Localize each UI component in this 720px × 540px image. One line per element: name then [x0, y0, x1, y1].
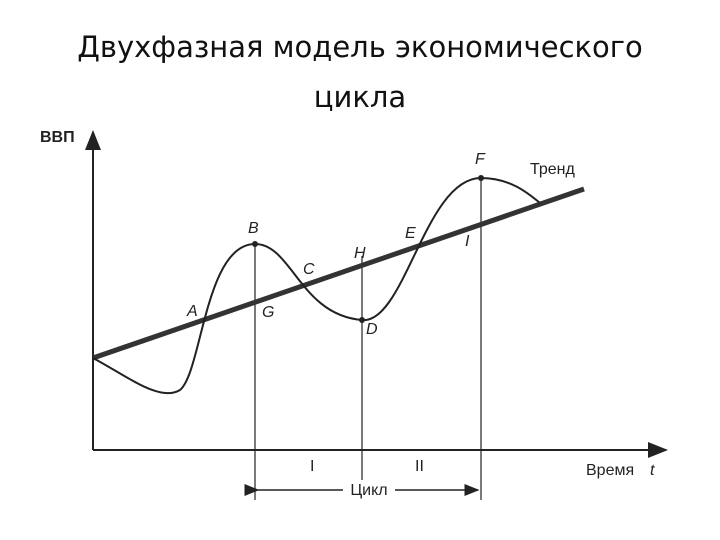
x-axis-label: Время [586, 462, 634, 479]
point-label: B [248, 220, 259, 237]
trend-label: Тренд [530, 161, 576, 178]
phase-label: I [310, 458, 314, 475]
x-axis-symbol: t [650, 462, 655, 479]
title: Двухфазная модель экономического цикла [77, 30, 643, 114]
point-label: H [354, 245, 366, 262]
point [359, 317, 365, 323]
point [478, 175, 484, 181]
trend-line [92, 186, 585, 361]
point-label: C [303, 261, 315, 278]
cycle-label: Цикл [350, 482, 387, 499]
point-label: E [405, 225, 416, 242]
point-label: D [366, 321, 378, 338]
point-label: F [475, 151, 486, 168]
point-label: G [262, 304, 274, 321]
label-bg [343, 480, 395, 500]
phase-label: II [415, 458, 424, 475]
point-label: A [186, 303, 198, 320]
point [252, 241, 258, 247]
point-label: I [465, 233, 470, 250]
y-axis-label: ВВП [40, 129, 75, 146]
cycle-curve [92, 176, 541, 395]
